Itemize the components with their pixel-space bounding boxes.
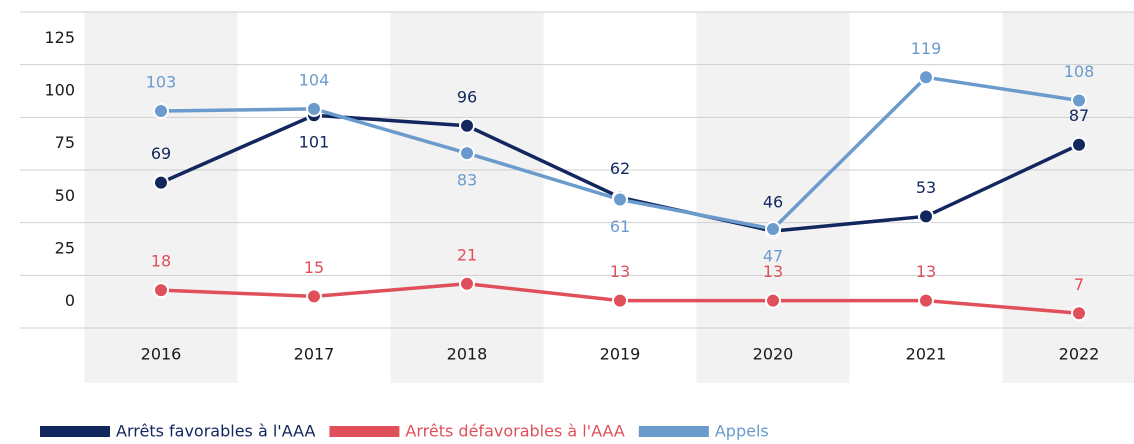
data-point bbox=[459, 145, 475, 162]
data-point bbox=[153, 103, 169, 120]
data-label: 53 bbox=[916, 178, 936, 197]
column-band bbox=[390, 12, 544, 383]
y-tick-label: 0 bbox=[65, 291, 75, 310]
data-label: 104 bbox=[299, 70, 330, 89]
data-point bbox=[918, 69, 934, 86]
data-label: 18 bbox=[151, 252, 171, 271]
x-tick-label: 2022 bbox=[1059, 345, 1100, 364]
x-tick-label: 2017 bbox=[294, 345, 335, 364]
y-tick-label: 50 bbox=[55, 186, 75, 205]
y-tick-label: 125 bbox=[44, 28, 75, 47]
data-label: 62 bbox=[610, 159, 630, 178]
data-point bbox=[153, 282, 169, 299]
column-band bbox=[1002, 12, 1134, 383]
x-tick-label: 2021 bbox=[906, 345, 947, 364]
y-tick-label: 100 bbox=[44, 81, 75, 100]
data-point bbox=[918, 208, 934, 225]
column-band bbox=[84, 12, 238, 383]
data-point bbox=[459, 117, 475, 134]
x-tick-label: 2020 bbox=[753, 345, 794, 364]
data-label: 7 bbox=[1074, 275, 1084, 294]
data-label: 46 bbox=[763, 193, 783, 212]
y-tick-label: 25 bbox=[55, 239, 75, 258]
data-label: 13 bbox=[610, 262, 630, 281]
data-point bbox=[612, 191, 628, 208]
data-label: 69 bbox=[151, 144, 171, 163]
legend-label: Appels bbox=[715, 422, 769, 441]
data-point bbox=[1071, 136, 1087, 153]
data-label: 47 bbox=[763, 246, 783, 265]
data-label: 96 bbox=[457, 87, 477, 106]
data-point bbox=[306, 100, 322, 117]
data-label: 119 bbox=[911, 39, 942, 58]
data-point bbox=[612, 292, 628, 309]
data-label: 108 bbox=[1064, 62, 1095, 81]
x-tick-label: 2019 bbox=[600, 345, 641, 364]
x-tick-label: 2018 bbox=[447, 345, 488, 364]
data-point bbox=[153, 174, 169, 191]
data-point bbox=[1071, 305, 1087, 322]
legend-label: Arrêts défavorables à l'AAA bbox=[405, 422, 624, 441]
data-point bbox=[765, 220, 781, 237]
data-label: 101 bbox=[299, 133, 330, 152]
legend-swatch bbox=[638, 426, 709, 437]
data-label: 103 bbox=[146, 73, 177, 92]
data-label: 13 bbox=[916, 262, 936, 281]
column-band bbox=[696, 12, 850, 383]
y-tick-label: 75 bbox=[55, 133, 75, 152]
data-label: 15 bbox=[304, 258, 324, 277]
data-label: 13 bbox=[763, 262, 783, 281]
data-label: 61 bbox=[610, 217, 630, 236]
data-label: 87 bbox=[1069, 106, 1089, 125]
data-point bbox=[1071, 92, 1087, 109]
legend-swatch bbox=[40, 426, 110, 437]
data-label: 83 bbox=[457, 171, 477, 190]
legend-swatch bbox=[329, 426, 400, 437]
data-label: 21 bbox=[457, 245, 477, 264]
legend-label: Arrêts favorables à l'AAA bbox=[116, 422, 315, 441]
data-point bbox=[765, 292, 781, 309]
data-point bbox=[918, 292, 934, 309]
x-tick-label: 2016 bbox=[141, 345, 182, 364]
data-point bbox=[306, 288, 322, 305]
data-point bbox=[459, 275, 475, 292]
